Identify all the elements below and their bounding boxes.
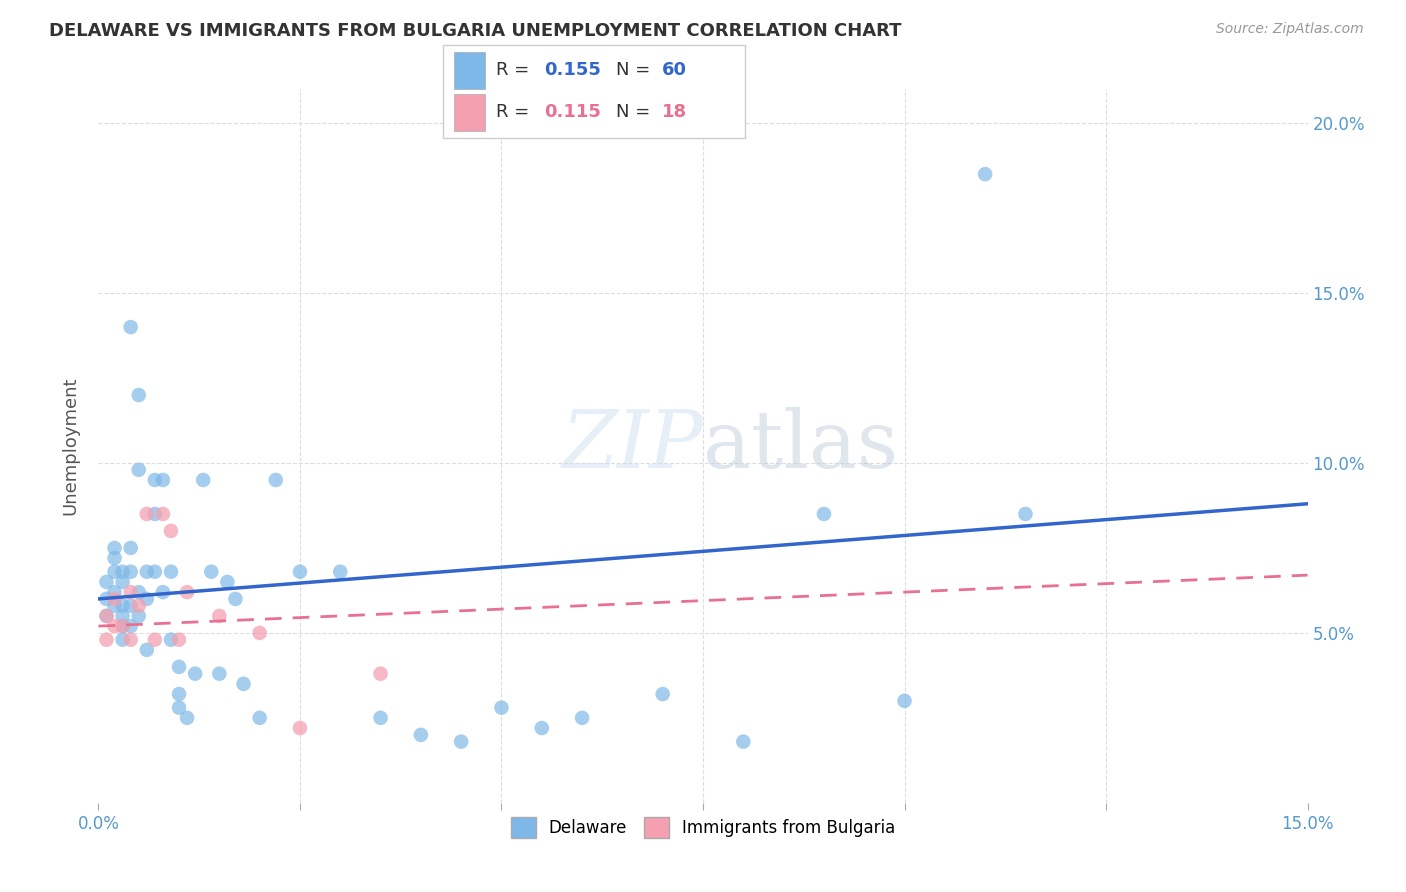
Point: [96, 608, 118, 623]
Point: [120, 565, 142, 579]
Legend: Delaware, Immigrants from Bulgaria: Delaware, Immigrants from Bulgaria: [503, 811, 903, 845]
Point: [264, 473, 287, 487]
Point: [135, 507, 157, 521]
Point: [160, 565, 183, 579]
Text: R =: R =: [496, 103, 536, 121]
Text: 0.155: 0.155: [544, 62, 600, 79]
Point: [167, 700, 190, 714]
Point: [120, 541, 142, 555]
Text: 60: 60: [662, 62, 688, 79]
Point: [176, 711, 198, 725]
Point: [111, 632, 134, 647]
Point: [143, 565, 166, 579]
Point: [103, 585, 125, 599]
Point: [370, 711, 392, 725]
Point: [111, 574, 134, 589]
Point: [217, 574, 239, 589]
Point: [160, 632, 183, 647]
Point: [167, 660, 190, 674]
Point: [111, 619, 134, 633]
Point: [96, 591, 118, 606]
Point: [120, 320, 142, 334]
Point: [152, 507, 174, 521]
Point: [249, 626, 271, 640]
Point: [96, 608, 118, 623]
Point: [176, 585, 198, 599]
Point: [120, 599, 142, 613]
Point: [167, 632, 190, 647]
Y-axis label: Unemployment: Unemployment: [62, 376, 80, 516]
Point: [409, 728, 432, 742]
Point: [128, 585, 150, 599]
Point: [103, 619, 125, 633]
Point: [208, 666, 231, 681]
Point: [128, 608, 150, 623]
Text: DELAWARE VS IMMIGRANTS FROM BULGARIA UNEMPLOYMENT CORRELATION CHART: DELAWARE VS IMMIGRANTS FROM BULGARIA UNE…: [49, 22, 901, 40]
Point: [329, 565, 352, 579]
Point: [651, 687, 673, 701]
Point: [135, 565, 157, 579]
Point: [232, 677, 254, 691]
Point: [111, 599, 134, 613]
Point: [370, 666, 392, 681]
Point: [530, 721, 553, 735]
Point: [135, 643, 157, 657]
Text: ZIP: ZIP: [561, 408, 703, 484]
Point: [224, 591, 246, 606]
Point: [288, 721, 311, 735]
Point: [974, 167, 997, 181]
Point: [120, 585, 142, 599]
Point: [111, 565, 134, 579]
Point: [208, 608, 231, 623]
Point: [103, 599, 125, 613]
Point: [143, 473, 166, 487]
Point: [120, 619, 142, 633]
Point: [96, 632, 118, 647]
Point: [893, 694, 915, 708]
Text: 0.115: 0.115: [544, 103, 600, 121]
Point: [160, 524, 183, 538]
Point: [111, 608, 134, 623]
Text: N =: N =: [616, 103, 655, 121]
Point: [152, 585, 174, 599]
Text: N =: N =: [616, 62, 655, 79]
Point: [128, 599, 150, 613]
Point: [143, 632, 166, 647]
Point: [103, 541, 125, 555]
Text: atlas: atlas: [703, 407, 898, 485]
Text: R =: R =: [496, 62, 536, 79]
Point: [491, 700, 513, 714]
Point: [167, 687, 190, 701]
Point: [813, 507, 835, 521]
Point: [103, 551, 125, 566]
Point: [249, 711, 271, 725]
Point: [200, 565, 222, 579]
Point: [143, 507, 166, 521]
Point: [128, 463, 150, 477]
Point: [288, 565, 311, 579]
Point: [193, 473, 215, 487]
Point: [571, 711, 593, 725]
Point: [733, 734, 755, 748]
Point: [103, 591, 125, 606]
Point: [135, 591, 157, 606]
Point: [111, 619, 134, 633]
Text: Source: ZipAtlas.com: Source: ZipAtlas.com: [1216, 22, 1364, 37]
Point: [152, 473, 174, 487]
Point: [184, 666, 207, 681]
Point: [450, 734, 472, 748]
Point: [103, 565, 125, 579]
Point: [128, 388, 150, 402]
Text: 18: 18: [662, 103, 688, 121]
Point: [1014, 507, 1036, 521]
Point: [96, 574, 118, 589]
Point: [120, 632, 142, 647]
